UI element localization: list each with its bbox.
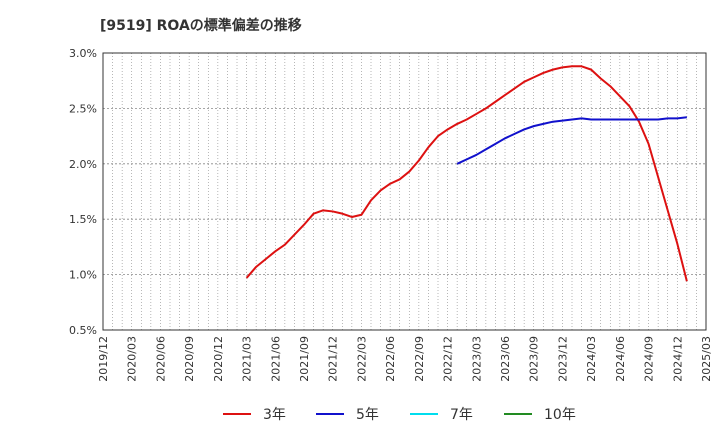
grid-layer <box>103 53 706 330</box>
chart-title: [9519] ROAの標準偏差の推移 <box>100 17 302 34</box>
series-layer <box>245 65 688 282</box>
x-tick-label: 2021/09 <box>298 336 311 382</box>
legend-label-2: 5年 <box>356 407 379 423</box>
x-tick-label: 2020/03 <box>126 336 139 382</box>
x-tick-label: 2020/09 <box>183 336 196 382</box>
x-tick-label: 2022/12 <box>442 336 455 382</box>
x-tick-label: 2025/03 <box>700 336 713 382</box>
x-tick-label: 2021/03 <box>241 336 254 382</box>
x-tick-label: 2023/09 <box>528 336 541 382</box>
y-tick-label: 2.0% <box>69 158 97 171</box>
legend-label-1: 3年 <box>263 407 286 423</box>
x-tick-label: 2024/03 <box>585 336 598 382</box>
x-tick-label: 2023/06 <box>499 336 512 382</box>
y-tick-label: 3.0% <box>69 47 97 60</box>
x-tick-label: 2023/03 <box>470 336 483 382</box>
x-tick-label: 2022/06 <box>384 336 397 382</box>
x-tick-label: 2023/12 <box>556 336 569 382</box>
x-tick-label: 2024/06 <box>614 336 627 382</box>
y-axis: 3.0% 2.5% 2.0% 1.5% 1.0% 0.5% <box>69 47 97 337</box>
x-tick-label: 2019/12 <box>97 336 110 382</box>
y-tick-label: 1.5% <box>69 213 97 226</box>
plot-area <box>103 53 706 330</box>
y-tick-label: 0.5% <box>69 324 97 337</box>
series-line-2 <box>456 116 687 165</box>
x-tick-label: 2024/09 <box>643 336 656 382</box>
series-line-1 <box>245 65 688 282</box>
plot-border <box>102 52 707 331</box>
legend: 3年 5年 7年 10年 <box>223 407 576 423</box>
x-tick-label: 2020/06 <box>154 336 167 382</box>
x-tick-label: 2022/03 <box>355 336 368 382</box>
legend-label-3: 7年 <box>450 407 473 423</box>
x-axis: 2019/12 2020/03 2020/06 2020/09 2020/12 2021/… <box>97 336 713 382</box>
y-tick-label: 2.5% <box>69 102 97 115</box>
x-tick-label: 2024/12 <box>671 336 684 382</box>
x-tick-label: 2021/06 <box>269 336 282 382</box>
legend-label-4: 10年 <box>544 407 576 423</box>
x-tick-label: 2021/12 <box>327 336 340 382</box>
x-tick-label: 2020/12 <box>212 336 225 382</box>
y-tick-label: 1.0% <box>69 269 97 282</box>
x-tick-label: 2022/09 <box>413 336 426 382</box>
